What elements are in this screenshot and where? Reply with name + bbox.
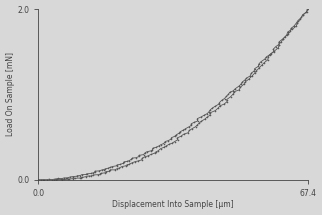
X-axis label: Displacement Into Sample [µm]: Displacement Into Sample [µm] bbox=[112, 200, 234, 209]
Y-axis label: Load On Sample [mN]: Load On Sample [mN] bbox=[5, 52, 14, 136]
